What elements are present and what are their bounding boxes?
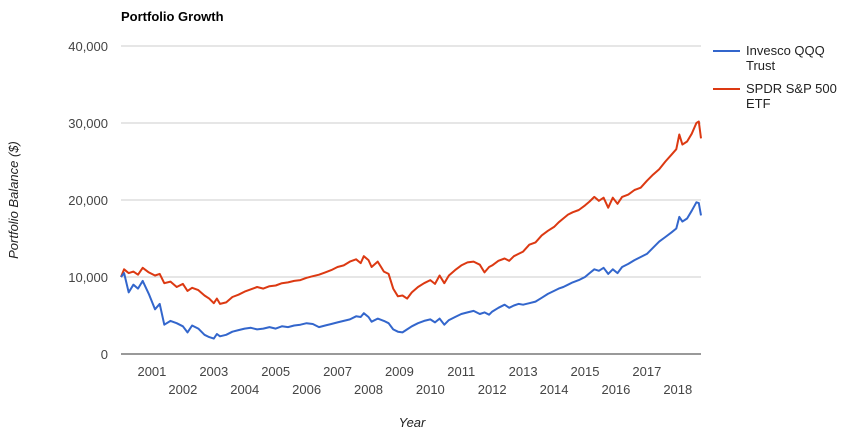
x-tick-label: 2008 (354, 382, 383, 397)
x-tick-label: 2007 (323, 364, 352, 379)
x-tick-label: 2004 (230, 382, 259, 397)
x-tick-label: 2002 (168, 382, 197, 397)
y-tick-label: 40,000 (68, 39, 108, 54)
x-tick-label: 2012 (478, 382, 507, 397)
y-tick-label: 0 (101, 347, 108, 362)
x-tick-label: 2014 (540, 382, 569, 397)
chart-title: Portfolio Growth (121, 9, 224, 24)
y-tick-labels: 0 10,000 20,000 30,000 40,000 (68, 39, 108, 362)
series-line (120, 120, 702, 305)
gridlines (121, 45, 701, 278)
y-axis-title: Portfolio Balance ($) (6, 141, 21, 259)
y-tick-label: 30,000 (68, 116, 108, 131)
x-tick-label: 2006 (292, 382, 321, 397)
x-tick-label: 2005 (261, 364, 290, 379)
x-tick-label: 2009 (385, 364, 414, 379)
x-tick-label: 2018 (663, 382, 692, 397)
x-tick-label: 2010 (416, 382, 445, 397)
x-axis-title: Year (399, 415, 426, 430)
series-lines (120, 120, 702, 340)
legend-label: SPDR S&P 500 ETF (746, 81, 837, 111)
x-tick-label: 2001 (137, 364, 166, 379)
x-tick-label: 2003 (199, 364, 228, 379)
legend-label: Invesco QQQ Trust (746, 43, 825, 73)
x-tick-label: 2011 (447, 364, 475, 379)
x-tick-label: 2015 (571, 364, 600, 379)
y-tick-label: 10,000 (68, 270, 108, 285)
series-line (120, 201, 702, 340)
legend: Invesco QQQ Trust SPDR S&P 500 ETF (713, 43, 837, 111)
y-tick-label: 20,000 (68, 193, 108, 208)
x-tick-labels: 2001200220032004200520062007200820092010… (137, 364, 692, 397)
x-tick-label: 2013 (509, 364, 538, 379)
x-tick-label: 2016 (601, 382, 630, 397)
x-tick-label: 2017 (632, 364, 661, 379)
